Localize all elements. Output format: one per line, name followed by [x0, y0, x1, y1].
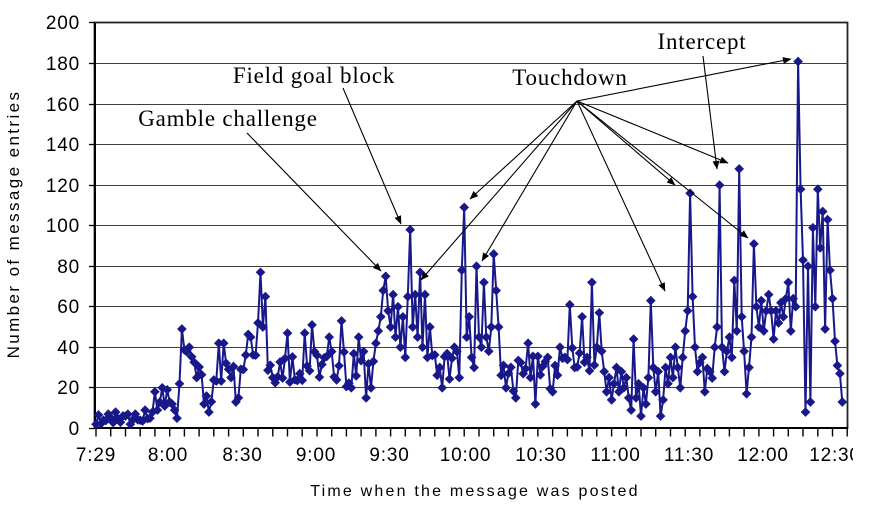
svg-text:Gamble challenge: Gamble challenge	[138, 106, 317, 131]
svg-text:8:00: 8:00	[148, 445, 188, 466]
svg-text:8:30: 8:30	[222, 445, 262, 466]
svg-text:7:29: 7:29	[76, 445, 116, 466]
svg-text:12:00: 12:00	[737, 445, 789, 466]
svg-text:60: 60	[57, 297, 80, 318]
svg-text:Intercept: Intercept	[658, 29, 747, 54]
svg-text:Field goal block: Field goal block	[233, 63, 395, 88]
svg-text:40: 40	[57, 338, 80, 359]
svg-text:10:00: 10:00	[440, 445, 492, 466]
svg-text:160: 160	[46, 95, 80, 116]
svg-text:140: 140	[46, 135, 80, 156]
svg-text:100: 100	[46, 216, 80, 237]
svg-text:12:30: 12:30	[809, 445, 861, 466]
svg-text:0: 0	[69, 419, 80, 440]
svg-text:Number of message entries: Number of message entries	[4, 90, 23, 359]
svg-text:80: 80	[57, 257, 80, 278]
svg-text:9:30: 9:30	[369, 445, 409, 466]
svg-text:20: 20	[57, 378, 80, 399]
svg-text:Touchdown: Touchdown	[512, 65, 627, 90]
svg-text:11:00: 11:00	[590, 445, 640, 466]
svg-text:11:30: 11:30	[664, 445, 714, 466]
svg-text:120: 120	[46, 176, 80, 197]
svg-text:9:00: 9:00	[296, 445, 336, 466]
svg-text:180: 180	[46, 54, 80, 75]
svg-text:10:30: 10:30	[515, 445, 567, 466]
svg-text:200: 200	[46, 13, 80, 34]
svg-text:Time when the message was post: Time when the message was posted	[310, 483, 640, 500]
